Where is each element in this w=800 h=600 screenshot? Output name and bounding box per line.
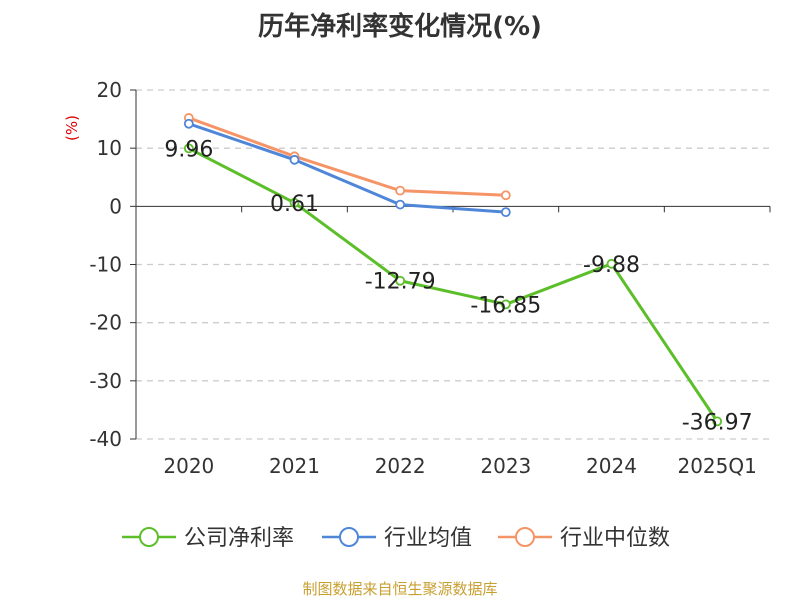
series-line xyxy=(188,147,719,423)
legend-label: 行业均值 xyxy=(384,526,472,551)
legend-marker xyxy=(339,527,359,547)
x-tick-label: 2025Q1 xyxy=(677,454,756,478)
x-tick-label: 2022 xyxy=(375,454,426,478)
x-tick-label: 2020 xyxy=(163,454,214,478)
data-label: 9.96 xyxy=(164,137,213,162)
legend-marker xyxy=(515,527,535,547)
chart-title: 历年净利率变化情况(%) xyxy=(258,12,542,42)
data-point xyxy=(183,118,194,129)
y-tick-label: 10 xyxy=(97,136,122,160)
data-point xyxy=(500,190,511,201)
data-point xyxy=(606,258,617,269)
data-point xyxy=(289,197,300,208)
data-label: 0.61 xyxy=(270,192,319,217)
series-line xyxy=(188,122,506,214)
x-tick-label: 2024 xyxy=(586,454,637,478)
data-label: -9.88 xyxy=(583,253,640,278)
y-tick-label: -10 xyxy=(89,253,122,277)
data-point xyxy=(712,416,723,427)
y-tick-label: -20 xyxy=(89,311,122,335)
data-point xyxy=(395,185,406,196)
y-tick-label: -30 xyxy=(89,369,122,393)
y-tick-label: -40 xyxy=(89,427,122,451)
data-point xyxy=(395,199,406,210)
data-label: -36.97 xyxy=(682,410,753,435)
series-line xyxy=(188,116,506,197)
x-tick-label: 2023 xyxy=(480,454,531,478)
data-label: -12.79 xyxy=(365,270,436,295)
y-tick-label: 0 xyxy=(109,194,122,218)
x-tick-label: 2021 xyxy=(269,454,320,478)
data-point xyxy=(500,207,511,218)
legend-label: 公司净利率 xyxy=(184,526,294,551)
data-point xyxy=(500,299,511,310)
source-note: 制图数据来自恒生聚源数据库 xyxy=(302,580,498,598)
y-axis-label: (%) xyxy=(63,115,81,141)
y-tick-label: 20 xyxy=(97,78,122,102)
data-point xyxy=(395,275,406,286)
data-label: -16.85 xyxy=(470,293,541,318)
legend-label: 行业中位数 xyxy=(560,526,670,551)
data-point xyxy=(289,154,300,165)
data-point xyxy=(183,143,194,154)
legend-marker xyxy=(139,527,159,547)
